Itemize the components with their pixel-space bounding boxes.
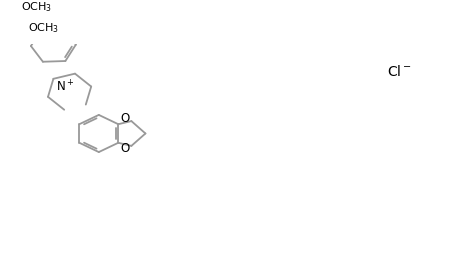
- Text: OCH$_3$: OCH$_3$: [28, 21, 60, 35]
- Text: Cl$^-$: Cl$^-$: [387, 64, 411, 79]
- Text: O: O: [120, 142, 129, 155]
- Text: O: O: [120, 112, 129, 125]
- Text: N$^+$: N$^+$: [56, 79, 74, 95]
- Text: OCH$_3$: OCH$_3$: [21, 1, 53, 14]
